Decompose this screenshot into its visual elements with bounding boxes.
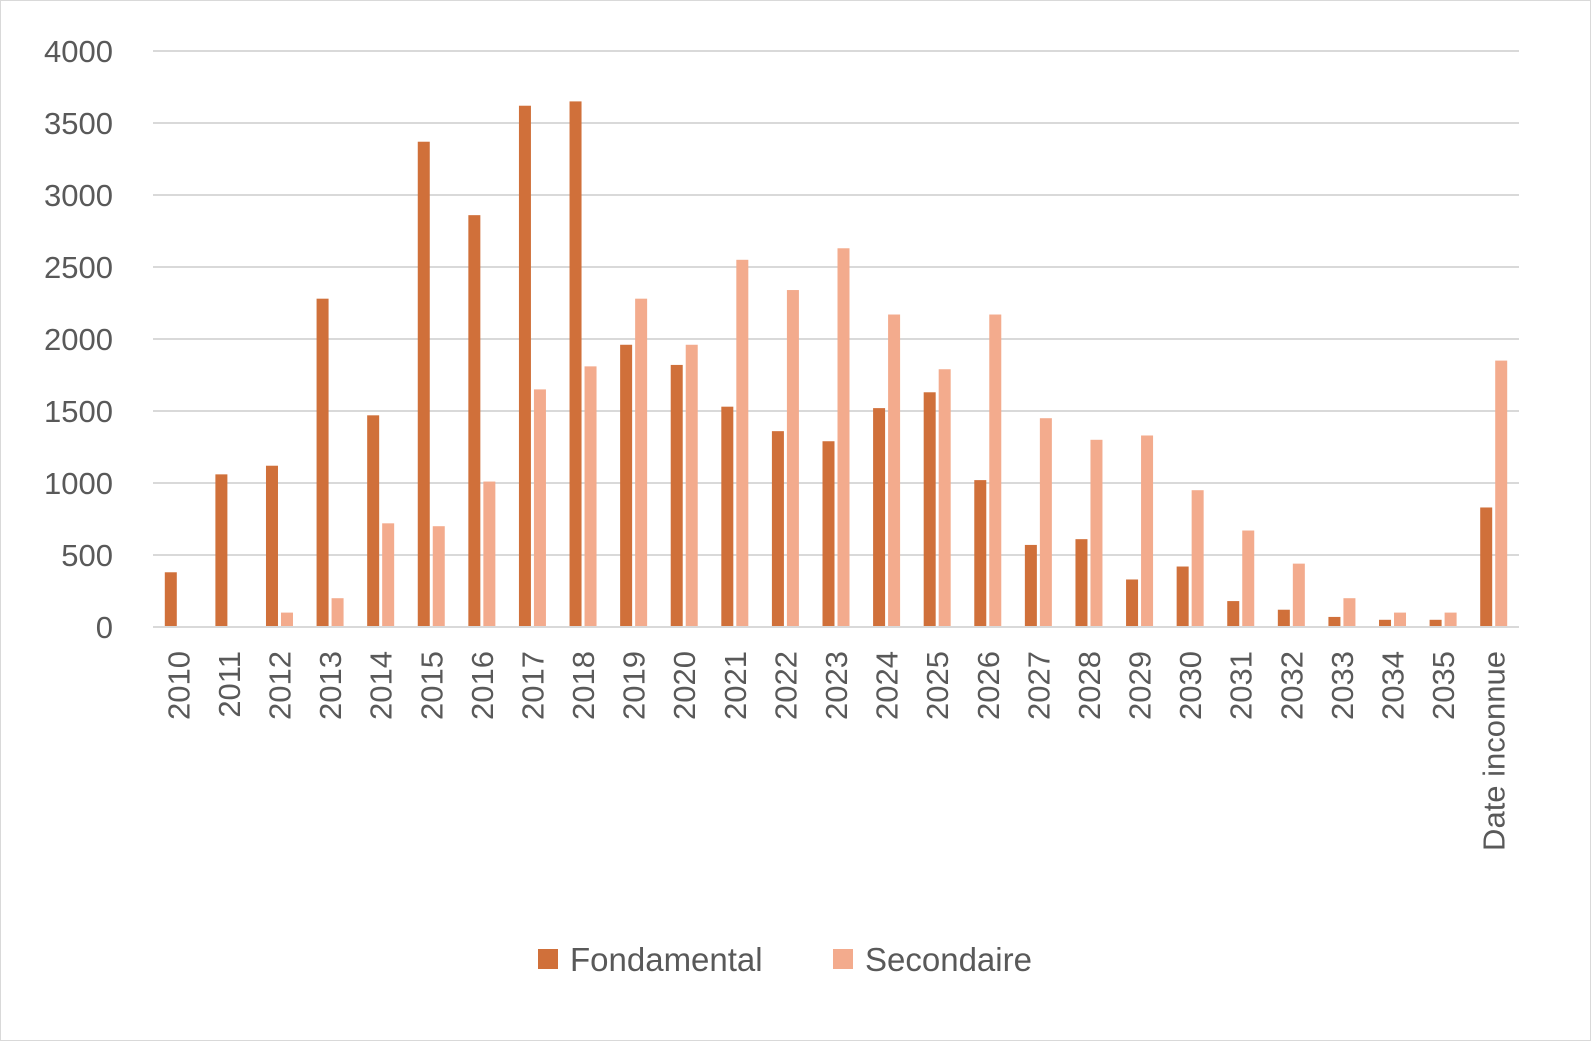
bar-secondaire-2030 (1191, 490, 1204, 627)
bar-fondamental-date-inconnue (1480, 507, 1493, 627)
x-tick-label: 2024 (870, 651, 905, 720)
legend-label-secondaire: Secondaire (865, 941, 1032, 978)
bar-secondaire-2025 (938, 369, 951, 627)
legend-label-fondamental: Fondamental (570, 941, 763, 978)
bar-secondaire-2029 (1141, 435, 1154, 627)
bar-fondamental-2027 (1024, 544, 1037, 627)
bar-secondaire-2015 (432, 526, 445, 627)
bar-secondaire-2019 (635, 298, 648, 627)
x-tick-label: 2022 (768, 651, 803, 720)
bar-secondaire-2032 (1292, 563, 1305, 627)
y-tick-label: 1000 (44, 466, 113, 501)
y-tick-label: 0 (96, 610, 113, 645)
gridlines (153, 50, 1519, 556)
bar-fondamental-2030 (1176, 566, 1189, 627)
x-tick-label: 2034 (1376, 651, 1411, 720)
x-tick-label: 2011 (212, 651, 247, 718)
bar-fondamental-2034 (1379, 619, 1392, 627)
bar-secondaire-2023 (837, 248, 850, 627)
bar-secondaire-2035 (1444, 612, 1457, 627)
bar-fondamental-2021 (721, 406, 734, 627)
x-tick-label: 2027 (1021, 651, 1056, 720)
bar-fondamental-2012 (265, 465, 278, 627)
bar-fondamental-2031 (1227, 601, 1240, 627)
bar-fondamental-2026 (974, 480, 987, 627)
x-tick-label: 2016 (465, 651, 500, 720)
bar-fondamental-2032 (1277, 609, 1290, 627)
bar-secondaire-2033 (1343, 598, 1356, 627)
bar-fondamental-2015 (417, 141, 430, 627)
x-tick-label: 2014 (364, 651, 399, 720)
bar-secondaire-2018 (584, 366, 597, 627)
bar-secondaire-2014 (382, 523, 395, 627)
x-tick-label: 2012 (262, 651, 297, 720)
bar-fondamental-2014 (367, 415, 380, 627)
bar-fondamental-2033 (1328, 616, 1341, 627)
bar-secondaire-2017 (533, 389, 546, 627)
x-tick-label: 2017 (515, 651, 550, 720)
y-tick-label: 1500 (44, 394, 113, 429)
bar-secondaire-date-inconnue (1495, 360, 1508, 627)
bar-fondamental-2025 (923, 392, 936, 627)
legend-swatch-fondamental (538, 949, 558, 969)
x-tick-label: 2023 (819, 651, 854, 720)
x-tick-label: 2032 (1274, 651, 1309, 720)
bar-secondaire-2027 (1039, 418, 1052, 627)
y-axis-tick-labels: 0 500 1000 1500 2000 2500 3000 3500 4000 (44, 34, 113, 645)
bar-fondamental-2010 (164, 572, 177, 627)
y-tick-label: 2000 (44, 322, 113, 357)
bar-secondaire-2028 (1090, 439, 1103, 627)
x-tick-label: Date inconnue (1477, 651, 1512, 851)
x-tick-label: 2029 (1123, 651, 1158, 720)
bar-fondamental-2022 (771, 431, 784, 627)
bar-secondaire-2012 (280, 612, 293, 627)
bar-fondamental-2011 (215, 474, 228, 627)
x-tick-label: 2015 (414, 651, 449, 720)
x-tick-label: 2025 (920, 651, 955, 720)
y-tick-label: 2500 (44, 250, 113, 285)
legend: Fondamental Secondaire (538, 941, 1032, 978)
x-tick-label: 2030 (1173, 651, 1208, 720)
bar-secondaire-2016 (483, 481, 496, 627)
y-tick-label: 4000 (44, 34, 113, 69)
x-tick-label: 2013 (313, 651, 348, 720)
bar-secondaire-2026 (989, 314, 1002, 627)
bar-secondaire-2031 (1242, 530, 1255, 627)
bar-secondaire-2021 (736, 259, 749, 627)
bar-fondamental-2024 (873, 408, 886, 627)
x-tick-label: 2020 (667, 651, 702, 720)
x-tick-label: 2021 (718, 651, 753, 720)
bar-fondamental-2018 (569, 101, 582, 627)
bar-secondaire-2034 (1394, 612, 1407, 627)
bar-fondamental-2029 (1126, 579, 1139, 627)
bar-fondamental-2020 (670, 364, 683, 627)
x-tick-label: 2018 (566, 651, 601, 720)
x-axis-tick-labels: 2010 2011 2012 2013 2014 2015 2016 2017 2018 2019… (161, 651, 1511, 851)
x-tick-label: 2028 (1072, 651, 1107, 720)
bar-secondaire-2024 (888, 314, 901, 627)
bar-secondaire-2020 (685, 344, 698, 627)
x-tick-label: 2026 (971, 651, 1006, 720)
bar-fondamental-2023 (822, 441, 835, 627)
x-tick-label: 2035 (1426, 651, 1461, 720)
bars (164, 101, 1508, 628)
bar-fondamental-2016 (468, 215, 481, 627)
bar-fondamental-2035 (1429, 619, 1442, 627)
x-tick-label: 2031 (1224, 651, 1259, 720)
bar-secondaire-2022 (786, 290, 799, 627)
x-tick-label: 2019 (617, 651, 652, 720)
bar-fondamental-2019 (620, 344, 633, 627)
bar-fondamental-2028 (1075, 539, 1088, 627)
y-tick-label: 3500 (44, 106, 113, 141)
y-tick-label: 3000 (44, 178, 113, 213)
bar-secondaire-2013 (331, 598, 344, 627)
x-tick-label: 2010 (161, 651, 196, 720)
y-tick-label: 500 (61, 538, 113, 573)
bar-fondamental-2013 (316, 298, 329, 627)
legend-swatch-secondaire (833, 949, 853, 969)
x-tick-label: 2033 (1325, 651, 1360, 720)
bar-fondamental-2017 (518, 105, 531, 628)
